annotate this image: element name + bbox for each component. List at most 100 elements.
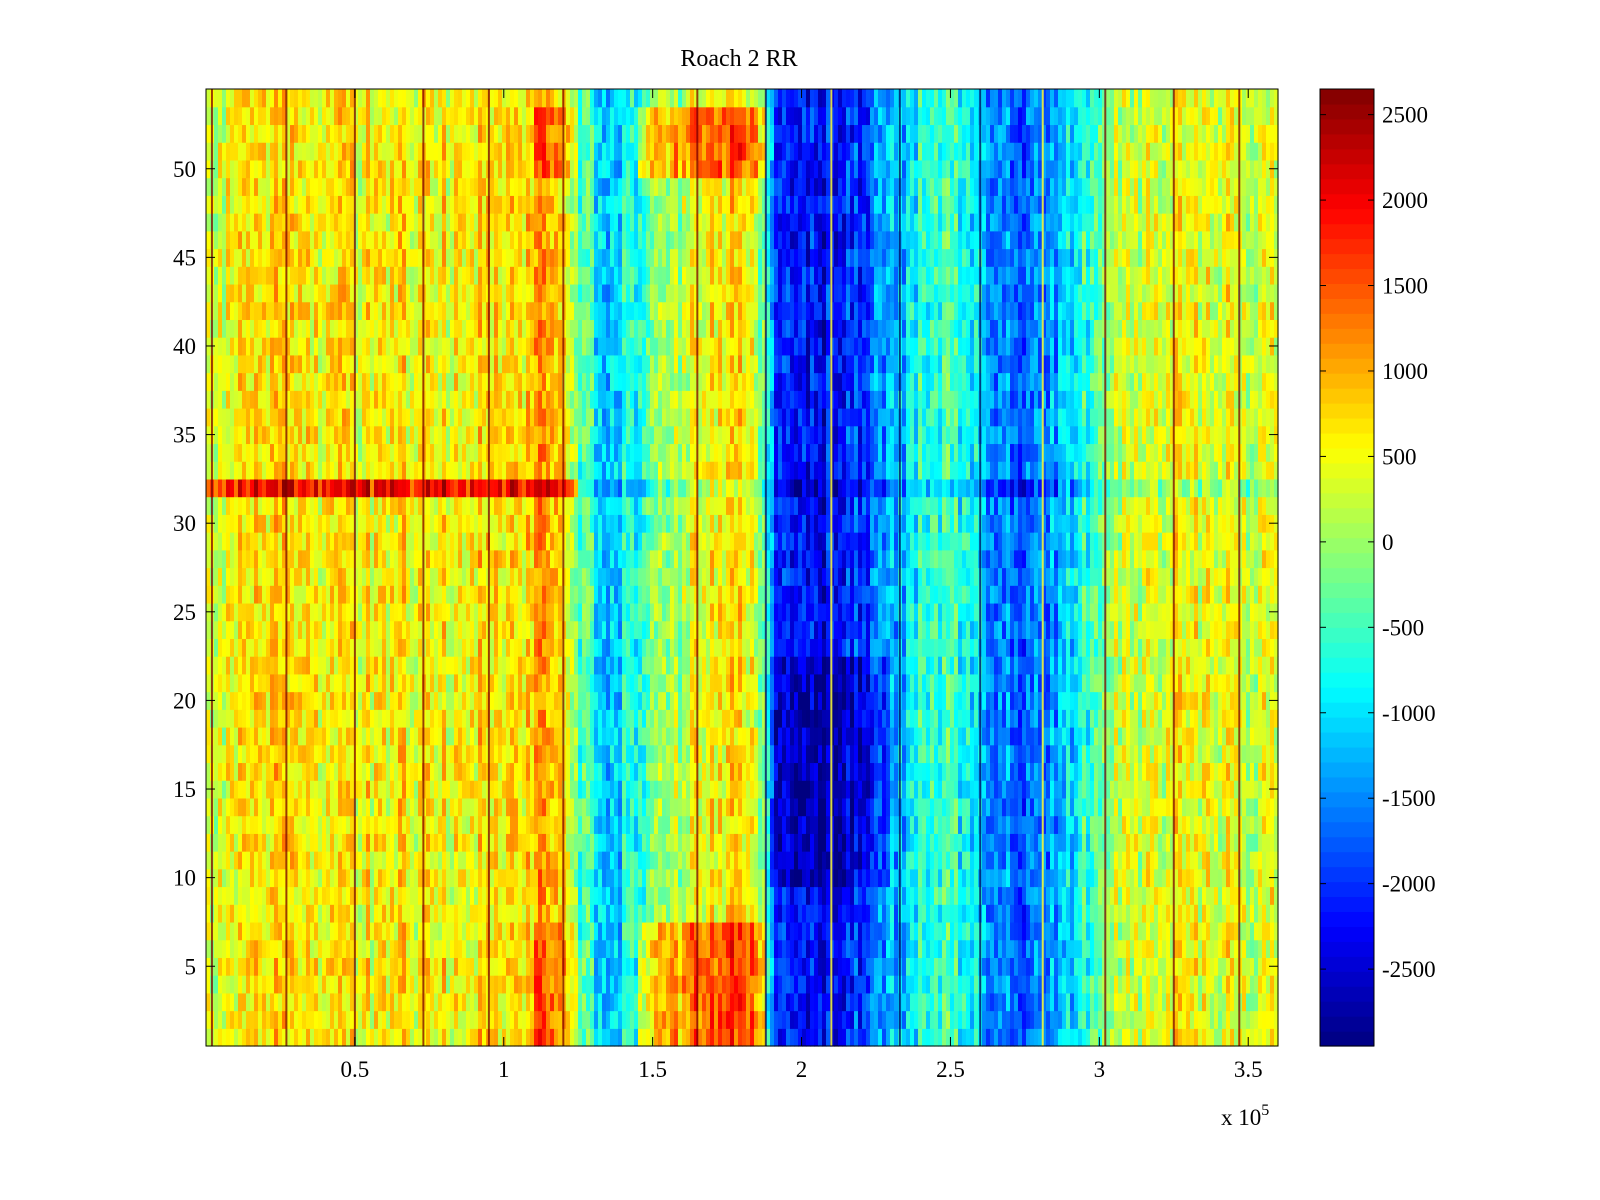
heatmap-cell [534,496,539,515]
heatmap-cell [558,478,563,498]
heatmap-cell [346,213,351,232]
heatmap-cell [362,89,367,108]
heatmap-cell [418,266,423,285]
heatmap-cell [310,939,315,958]
heatmap-cell [258,780,263,799]
heatmap-cell [498,1010,503,1029]
heatmap-cell [218,159,223,179]
heatmap-cell [470,744,475,764]
heatmap-cell [262,283,267,303]
heatmap-cell [498,213,503,232]
heatmap-cell [454,89,459,108]
heatmap-cell [546,337,551,356]
heatmap-cell [294,301,299,320]
heatmap-cell [266,248,271,267]
heatmap-cell [338,425,343,445]
heatmap-cell [450,283,455,303]
heatmap-cell [474,585,479,604]
heatmap-cell [282,124,287,143]
heatmap-cell [394,904,399,923]
heatmap-cell [430,230,435,250]
heatmap-cell [386,797,391,817]
heatmap-cell [518,992,523,1012]
heatmap-cell [382,478,387,498]
heatmap-cell [242,886,247,905]
heatmap-cell [298,1028,303,1047]
heatmap-cell [334,408,339,427]
heatmap-cell [414,390,419,409]
heatmap-cell [434,815,439,834]
heatmap-cell [478,886,483,905]
heatmap-cell [234,1028,239,1047]
heatmap-cell [554,159,559,179]
heatmap-cell [566,1010,571,1029]
heatmap-cell [378,89,383,108]
heatmap-cell [546,567,551,586]
heatmap-cell [274,514,279,533]
heatmap-cell [398,638,403,657]
heatmap-cell [450,496,455,515]
heatmap-cell [274,124,279,143]
heatmap-cell [462,886,467,905]
heatmap-cell [338,213,343,232]
heatmap-cell [298,886,303,905]
heatmap-cell [490,390,495,409]
heatmap-cell [450,461,455,480]
heatmap-cell [550,496,555,515]
heatmap-cell [510,602,515,622]
heatmap-cell [538,992,543,1012]
heatmap-cell [550,301,555,320]
heatmap-cell [330,248,335,267]
heatmap-cell [402,230,407,250]
heatmap-cell [406,319,411,338]
heatmap-cell [426,744,431,764]
heatmap-cell [414,744,419,764]
heatmap-cell [274,744,279,764]
heatmap-cell [454,106,459,126]
heatmap-cell [242,975,247,994]
heatmap-cell [426,992,431,1012]
heatmap-cell [506,354,511,374]
heatmap-cell [234,142,239,161]
heatmap-cell [450,638,455,657]
heatmap-cell [534,142,539,161]
heatmap-cell [470,408,475,427]
heatmap-cell [386,337,391,356]
heatmap-cell [418,815,423,834]
heatmap-cell [266,727,271,746]
heatmap-cell [218,868,223,888]
heatmap-cell [534,975,539,994]
heatmap-cell [398,301,403,320]
heatmap-cell [438,1028,443,1047]
heatmap-cell [282,230,287,250]
heatmap-cell [362,337,367,356]
heatmap-cell [274,337,279,356]
heatmap-cell [286,868,291,888]
heatmap-cell [410,461,415,480]
heatmap-cell [254,691,259,710]
heatmap-cell [430,620,435,639]
heatmap-cell [274,833,279,852]
heatmap-cell [494,283,499,303]
heatmap-cell [354,709,359,728]
heatmap-cell [474,797,479,817]
heatmap-cell [290,159,295,179]
heatmap-cell [446,89,451,108]
heatmap-cell [458,408,463,427]
heatmap-cell [378,106,383,126]
heatmap-cell [526,532,531,551]
heatmap-cell [502,461,507,480]
heatmap-cell [298,514,303,533]
heatmap-cell [402,833,407,852]
heatmap-cell [426,266,431,285]
heatmap-cell [370,89,375,108]
heatmap-cell [518,673,523,693]
heatmap-cell [418,514,423,533]
heatmap-cell [334,638,339,657]
heatmap-cell [402,514,407,533]
heatmap-cell [546,89,551,108]
heatmap-cell [382,762,387,781]
heatmap-cell [570,89,575,108]
heatmap-cell [538,975,543,994]
heatmap-cell [346,939,351,958]
